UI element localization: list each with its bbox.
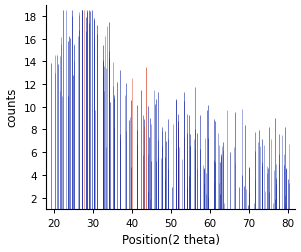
X-axis label: Position(2 theta): Position(2 theta) [122, 234, 220, 246]
Y-axis label: counts: counts [5, 88, 19, 127]
